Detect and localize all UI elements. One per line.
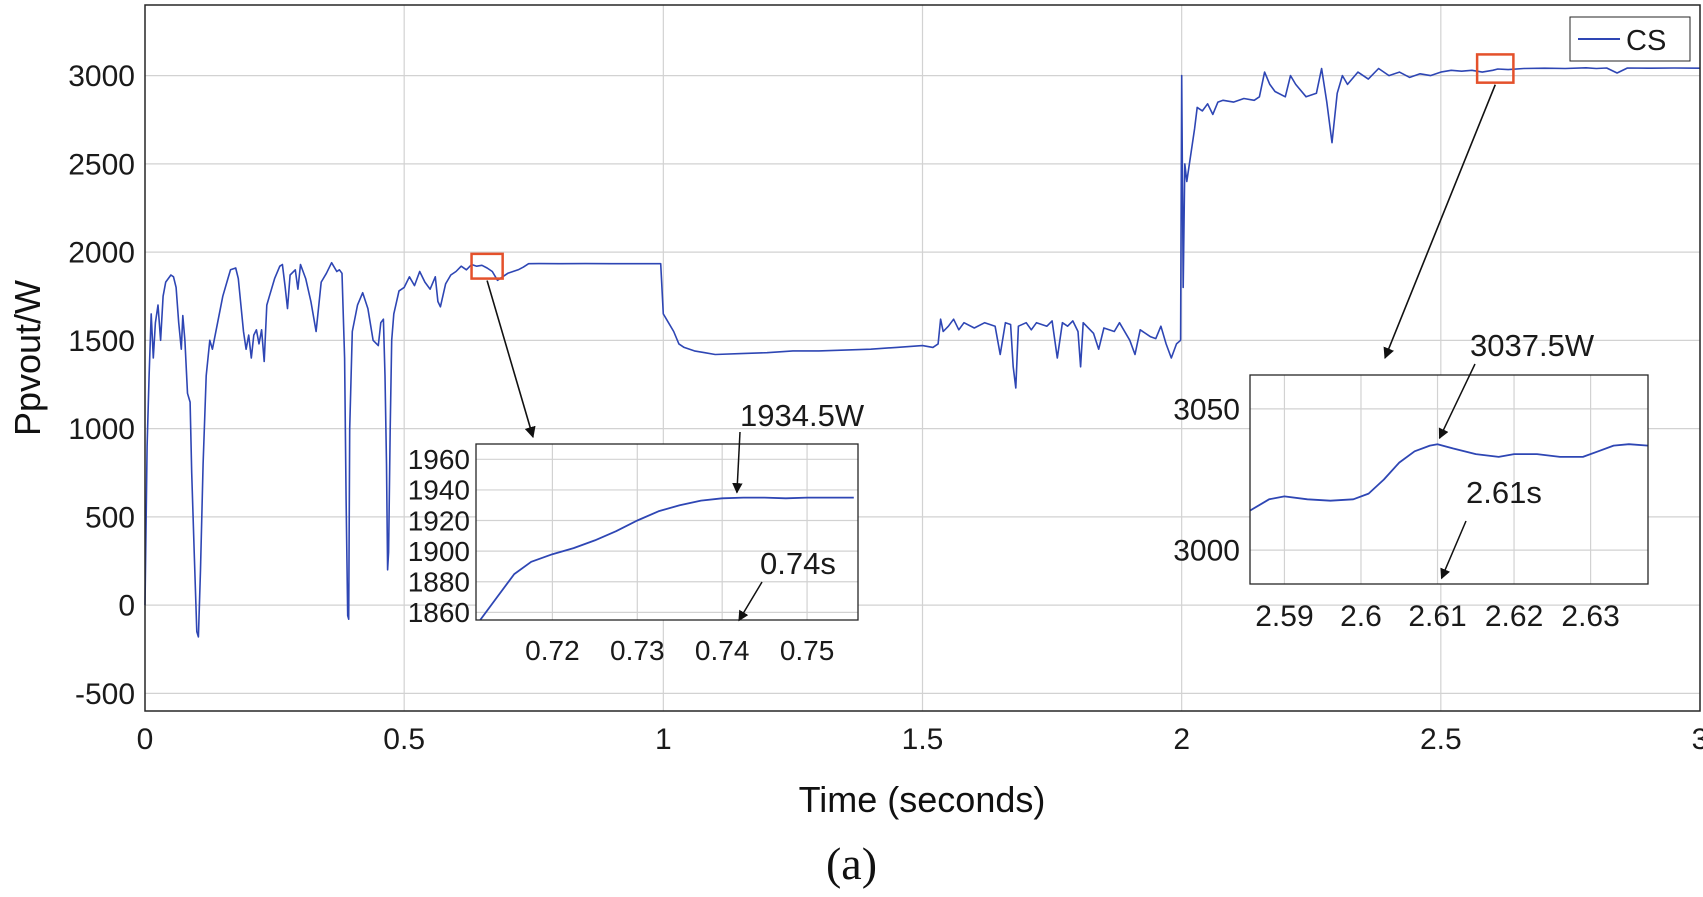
peak-annotation-arrow	[732, 431, 743, 494]
peak-annotation-arrow	[1438, 363, 1476, 440]
inset-1-y-tick-label: 1940	[408, 475, 470, 506]
inset-1-x-tick-label: 0.72	[525, 635, 580, 666]
inset-2-x-tick-label: 2.6	[1340, 600, 1382, 633]
inset-2-series-line-cs	[1249, 443, 1649, 512]
peak-annotation-label: 3037.5W	[1470, 328, 1595, 363]
inset-1-y-tick-label: 1900	[408, 536, 470, 567]
main-x-tick-label: 2.5	[1420, 723, 1462, 756]
inset-2-grid	[1250, 375, 1648, 584]
inset-1-frame	[475, 443, 859, 621]
main-y-tick-label: 1000	[68, 413, 135, 446]
main-y-tick-label: 3000	[68, 60, 135, 93]
main-y-tick-label: 1500	[68, 325, 135, 358]
figure-caption: (a)	[825, 838, 878, 889]
legend: CS	[1569, 16, 1691, 62]
inset-1-series-line-cs	[479, 496, 854, 621]
zoom-box-2	[1475, 53, 1515, 84]
inset-1-grid	[476, 444, 858, 620]
main-y-tick-label: -500	[75, 678, 135, 711]
main-y-tick-label: 500	[85, 501, 135, 534]
main-x-tick-label: 0	[137, 723, 154, 756]
inset-1-area	[476, 444, 858, 620]
inset-2-x-tick-label: 2.63	[1561, 600, 1619, 633]
inset-2-series	[1249, 443, 1649, 512]
time-annotation-label: 2.61s	[1466, 475, 1542, 510]
main-series	[144, 67, 1701, 638]
main-highlight-boxes	[470, 53, 1515, 280]
peak-annotation-label: 1934.5W	[740, 398, 865, 433]
time-annotation-arrow	[1440, 520, 1467, 580]
main-y-tick-label: 2000	[68, 237, 135, 270]
inset-1-x-tick-label: 0.73	[610, 635, 665, 666]
x-axis-label: Time (seconds)	[799, 779, 1046, 820]
y-axis-label: Ppvout/W	[7, 280, 48, 436]
inset-1-series	[479, 496, 854, 621]
time-annotation-arrow	[738, 581, 763, 622]
inset-1-y-tick-label: 1880	[408, 567, 470, 598]
inset-2-y-ticks: 3000 3050	[1173, 393, 1240, 567]
inset-2-y-tick-label: 3050	[1173, 393, 1240, 426]
inset-1-y-tick-label: 1860	[408, 597, 470, 628]
main-x-tick-label: 1	[655, 723, 672, 756]
legend-label-cs: CS	[1626, 25, 1666, 57]
inset-1-x-tick-label: 0.75	[780, 635, 835, 666]
main-series-line-cs	[144, 67, 1701, 638]
callout-arrow-2	[1383, 84, 1497, 360]
time-annotation-label: 0.74s	[760, 546, 836, 581]
callout-arrow-1	[486, 280, 536, 439]
main-y-ticks: -500 0 500 1000 1500 2000 2500 3000	[68, 60, 135, 711]
main-plot-frame	[144, 4, 1701, 712]
inset-2-y-tick-label: 3000	[1173, 535, 1240, 568]
main-y-tick-label: 2500	[68, 148, 135, 181]
main-x-ticks: 0 0.5 1 1.5 2 2.5 3	[137, 723, 1703, 756]
inset-2-x-tick-label: 2.61	[1408, 600, 1466, 633]
zoom-box-1	[470, 252, 504, 280]
inset-1-annotations: 1934.5W 0.74s	[732, 398, 865, 622]
main-x-tick-label: 0.5	[383, 723, 425, 756]
inset-2-area	[1250, 375, 1648, 584]
inset-1-y-tick-label: 1960	[408, 444, 470, 475]
inset-2-annotations: 3037.5W 2.61s	[1438, 328, 1595, 580]
inset-2-frame	[1249, 374, 1649, 585]
inset-2-x-tick-label: 2.59	[1255, 600, 1313, 633]
inset-2-x-ticks: 2.59 2.6 2.61 2.62 2.63	[1255, 600, 1620, 633]
main-x-tick-label: 3	[1692, 723, 1703, 756]
main-x-tick-label: 2	[1173, 723, 1190, 756]
inset-1-x-tick-label: 0.74	[695, 635, 750, 666]
inset-2-x-tick-label: 2.62	[1485, 600, 1543, 633]
main-y-tick-label: 0	[118, 590, 135, 623]
zoom-callout-arrows	[486, 84, 1497, 439]
inset-1-y-tick-label: 1920	[408, 505, 470, 536]
main-x-tick-label: 1.5	[902, 723, 944, 756]
inset-1-x-ticks: 0.72 0.73 0.74 0.75	[525, 635, 834, 666]
